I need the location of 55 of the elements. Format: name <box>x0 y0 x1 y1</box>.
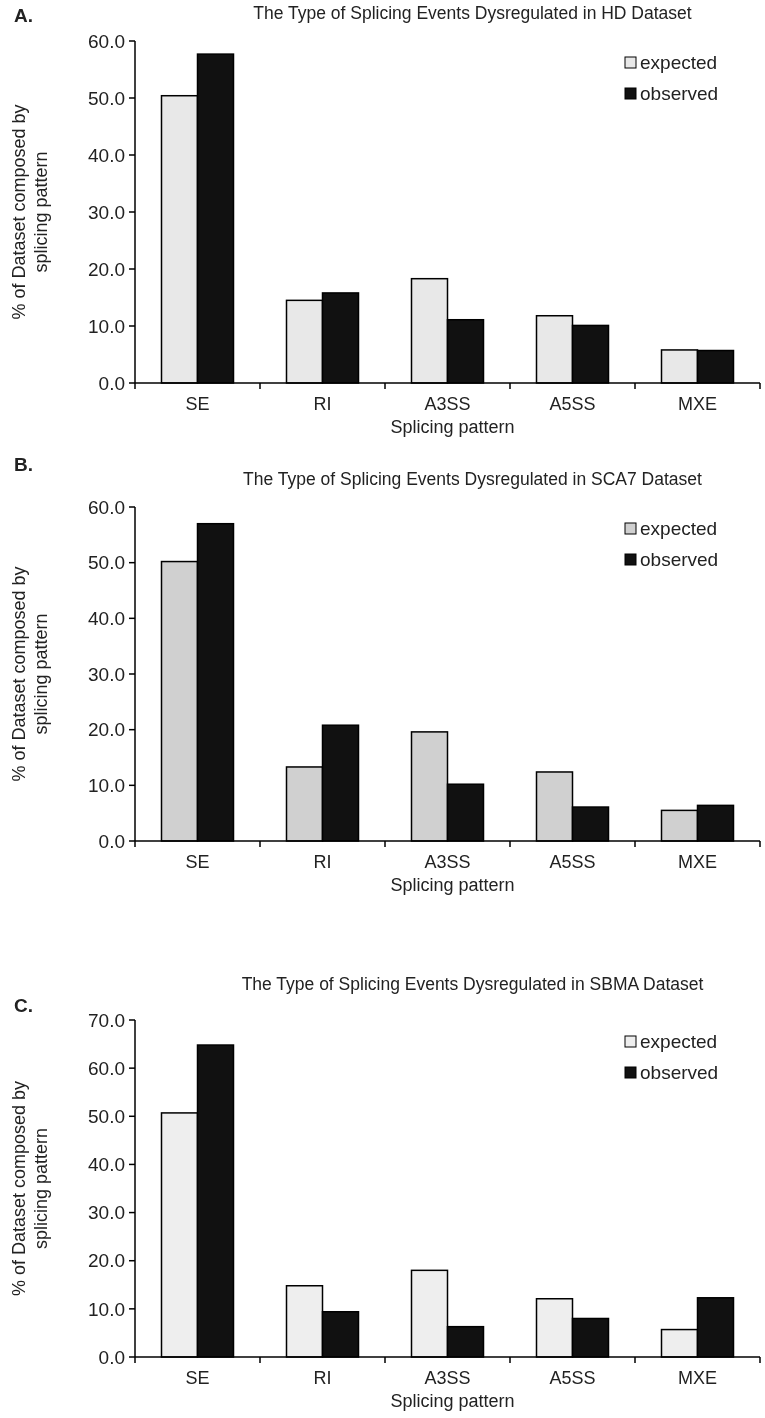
x-tick-label: RI <box>313 852 332 872</box>
y-tick-label: 40.0 <box>88 1154 125 1176</box>
y-tick-label: 0.0 <box>98 1346 125 1368</box>
x-tick-label: SE <box>185 1368 210 1388</box>
y-tick-label: 0.0 <box>98 372 125 394</box>
x-tick-label: A5SS <box>549 852 596 872</box>
y-tick-label: 50.0 <box>88 87 125 109</box>
x-tick-label: RI <box>313 394 332 414</box>
legend-label: expected <box>640 518 718 539</box>
x-tick-label: A5SS <box>549 1368 596 1388</box>
legend-label: observed <box>640 1062 719 1083</box>
y-tick-label: 20.0 <box>88 1250 125 1272</box>
x-tick-label: SE <box>185 394 210 414</box>
x-tick-label: A3SS <box>424 852 471 872</box>
x-tick-label: MXE <box>677 394 718 414</box>
y-tick-label: 30.0 <box>88 201 125 223</box>
x-tick-label: A5SS <box>549 394 596 414</box>
x-axis-title: Splicing pattern <box>390 875 515 895</box>
x-tick-label: SE <box>185 852 210 872</box>
y-tick-label: 30.0 <box>88 1202 125 1224</box>
chart-title: The Type of Splicing Events Dysregulated in SBMA Dataset <box>241 974 704 994</box>
y-tick-label: 50.0 <box>88 552 125 574</box>
y-axis-title: % of Dataset composed by splicing pattern <box>9 1080 51 1297</box>
y-tick-label: 70.0 <box>88 1009 125 1031</box>
y-tick-label: 10.0 <box>88 1298 125 1320</box>
chart-title: The Type of Splicing Events Dysregulated in HD Dataset <box>253 3 692 23</box>
y-tick-label: 50.0 <box>88 1105 125 1127</box>
y-tick-label: 60.0 <box>88 30 125 52</box>
x-tick-label: MXE <box>677 852 718 872</box>
legend-label: observed <box>640 549 719 570</box>
chart-title: The Type of Splicing Events Dysregulated in SCA7 Dataset <box>243 469 703 489</box>
y-tick-label: 10.0 <box>88 774 125 796</box>
x-tick-label: MXE <box>677 1368 718 1388</box>
y-tick-label: 10.0 <box>88 315 125 337</box>
y-tick-label: 60.0 <box>88 1057 125 1079</box>
y-tick-label: 0.0 <box>98 830 125 852</box>
legend-label: expected <box>640 1031 718 1052</box>
x-tick-label: A3SS <box>424 1368 471 1388</box>
y-tick-label: 20.0 <box>88 719 125 741</box>
y-tick-label: 30.0 <box>88 663 125 685</box>
y-axis-title: % of Dataset composed by splicing pattern <box>9 104 51 320</box>
y-tick-label: 20.0 <box>88 258 125 280</box>
x-axis-title: Splicing pattern <box>390 417 515 437</box>
x-tick-label: A3SS <box>424 394 471 414</box>
legend-label: expected <box>640 52 718 73</box>
text: B. <box>14 454 33 475</box>
y-tick-label: 40.0 <box>88 144 125 166</box>
text: C. <box>14 995 33 1016</box>
y-tick-label: 40.0 <box>88 607 125 629</box>
y-axis-title: % of Dataset composed by splicing pattern <box>9 566 51 782</box>
x-tick-label: RI <box>313 1368 332 1388</box>
text: A. <box>14 5 33 26</box>
legend-label: observed <box>640 83 719 104</box>
x-axis-title: Splicing pattern <box>390 1391 515 1411</box>
y-tick-label: 60.0 <box>88 496 125 518</box>
